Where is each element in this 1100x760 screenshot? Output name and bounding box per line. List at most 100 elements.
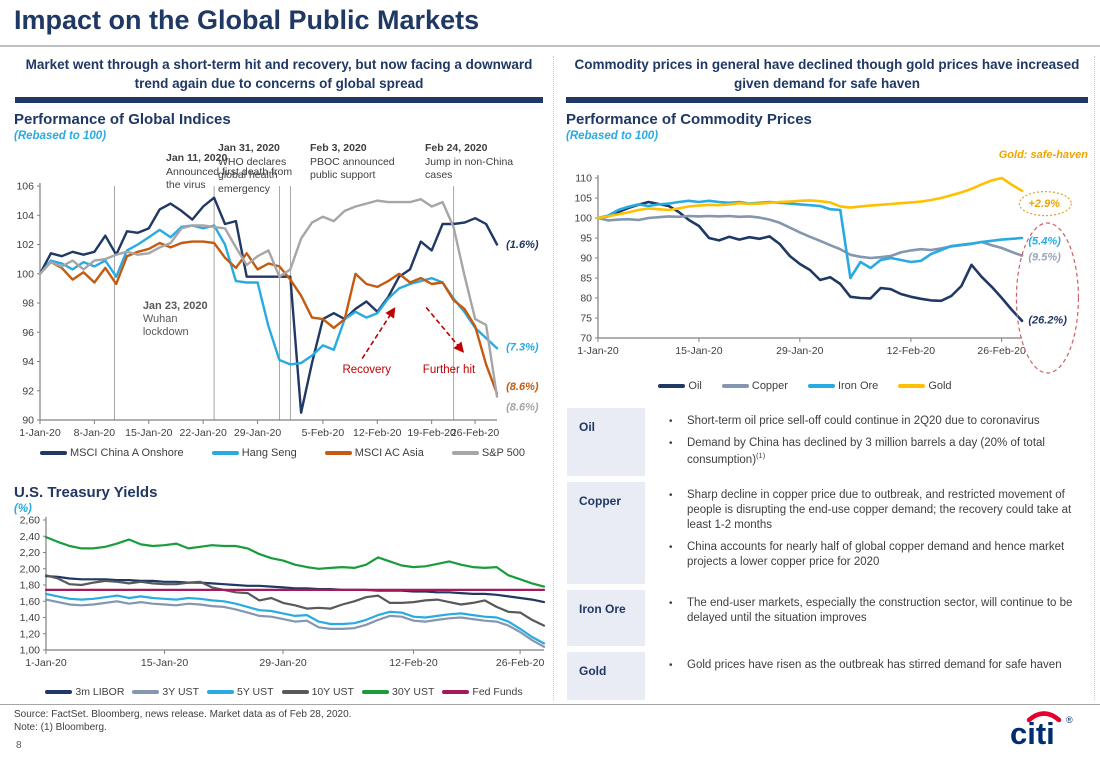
svg-text:102: 102 (16, 239, 34, 251)
commodity-table: Oil • Short-term oil price sell-off could … (567, 408, 1090, 706)
legend-swatch-icon (39, 451, 67, 455)
legend-item: S&P 500 (451, 447, 526, 459)
legend-swatch-icon (206, 690, 234, 694)
legend-label: Hang Seng (241, 447, 297, 459)
svg-text:26-Feb-20: 26-Feb-20 (496, 657, 545, 669)
legend-label: 30Y UST (391, 686, 435, 698)
footer-rule (0, 704, 1100, 705)
legend-label: 5Y UST (236, 686, 274, 698)
commodity-row-label: Copper (567, 482, 645, 584)
legend-label: Fed Funds (472, 686, 523, 698)
legend-item: 5Y UST (206, 686, 274, 698)
legend-label: S&P 500 (481, 447, 526, 459)
legend-label: 10Y UST (311, 686, 354, 698)
svg-text:2,20: 2,20 (20, 547, 41, 559)
bullet-text: The end-user markets, especially the con… (687, 597, 1073, 624)
legend-item: 3m LIBOR (45, 686, 124, 698)
treasury-chart-title: U.S. Treasury Yields (14, 484, 158, 501)
citi-logo-graphic: citi ® (1010, 711, 1073, 751)
svg-text:70: 70 (580, 333, 592, 345)
legend-swatch-icon (451, 451, 479, 455)
commodity-row-bullets: • Gold prices have risen as the outbreak … (645, 652, 1090, 700)
svg-text:+2.9%: +2.9% (1028, 198, 1060, 210)
citi-logo: citi ® (1004, 708, 1084, 759)
treasury-plot: 2,60 2,40 2,20 2,00 1,80 1,60 1,40 1,20 1,001-Ja… (20, 515, 546, 669)
legend-item: 3Y UST (132, 686, 199, 698)
svg-text:1-Jan-20: 1-Jan-20 (577, 345, 619, 357)
commodity-row-bullets: • The end-user markets, especially the co… (645, 590, 1090, 646)
commodity-row-copper: Copper • Sharp decline in copper price due… (567, 482, 1090, 584)
right-headline-bar (566, 97, 1088, 103)
svg-text:29-Jan-20: 29-Jan-20 (234, 427, 281, 439)
page-number: 8 (16, 740, 22, 751)
legend-swatch-icon (658, 384, 686, 388)
footer-source: Source: FactSet. Bloomberg, news release… (14, 709, 352, 720)
svg-text:1,40: 1,40 (20, 612, 41, 624)
citi-arc-icon (1026, 711, 1062, 723)
svg-text:(1.6%): (1.6%) (506, 239, 539, 251)
svg-text:1,80: 1,80 (20, 580, 41, 592)
bullet-item: • Short-term oil price sell-off could con… (669, 414, 1090, 429)
legend-swatch-icon (442, 690, 470, 694)
indices-legend: MSCI China A Onshore Hang Seng MSCI AC Asi… (10, 447, 555, 459)
svg-text:12-Feb-20: 12-Feb-20 (353, 427, 402, 439)
column-divider (553, 56, 554, 700)
svg-text:105: 105 (574, 193, 592, 205)
svg-text:1,00: 1,00 (20, 645, 41, 657)
bullet-text: Gold prices have risen as the outbreak h… (687, 659, 1062, 671)
global-indices-chart: 106 104 102 100 98 96 94 92 90 1-Jan-20 8-Jan-20 15… (10, 140, 555, 455)
legend-item: 30Y UST (361, 686, 435, 698)
indices-chart-title: Performance of Global Indices (14, 111, 231, 128)
left-headline: Market went through a short-term hit and… (25, 57, 533, 91)
svg-text:(5.4%): (5.4%) (1028, 235, 1061, 247)
bullet-item: • China accounts for nearly half of globa… (669, 540, 1090, 570)
commodity-row-label: Oil (567, 408, 645, 476)
legend-label: Gold (928, 380, 952, 392)
legend-swatch-icon (324, 451, 352, 455)
title-rule (0, 45, 1100, 47)
commodity-plot: 110 105 100 95 90 85 80 75 701-Jan-20 15-Jan-20 29… (574, 173, 1080, 374)
footer-note: Note: (1) Bloomberg. (14, 722, 107, 733)
indices-plot: 106 104 102 100 98 96 94 92 901-Jan-20 8-Jan-20 15… (16, 181, 539, 440)
svg-text:15-Jan-20: 15-Jan-20 (125, 427, 172, 439)
svg-text:2,00: 2,00 (20, 563, 41, 575)
svg-text:(7.3%): (7.3%) (506, 341, 539, 353)
bullet-text: Short-term oil price sell-off could cont… (687, 415, 1040, 427)
svg-text:22-Jan-20: 22-Jan-20 (180, 427, 227, 439)
svg-text:15-Jan-20: 15-Jan-20 (675, 345, 722, 357)
treasury-legend: 3m LIBOR 3Y UST 5Y UST 10Y UST 30Y UST Fed Fu… (10, 686, 558, 698)
commodity-chart-title: Performance of Commodity Prices (566, 111, 812, 128)
svg-text:15-Jan-20: 15-Jan-20 (141, 657, 188, 669)
svg-text:94: 94 (22, 356, 34, 368)
commodity-chart: 110 105 100 95 90 85 80 75 70 1-Jan-20 15-Jan-20 29… (570, 170, 1100, 378)
bullet-item: • Sharp decline in copper price due to ou… (669, 488, 1090, 533)
legend-swatch-icon (132, 690, 160, 694)
commodity-row-bullets: • Short-term oil price sell-off could con… (645, 408, 1090, 476)
svg-text:100: 100 (16, 268, 34, 280)
legend-item: Gold (898, 380, 952, 392)
event-annotation: Feb 3, 2020 PBOC announced public support (310, 142, 395, 182)
bullet-text: Demand by China has declined by 3 millio… (687, 436, 1045, 466)
svg-text:(9.5%): (9.5%) (1028, 251, 1061, 263)
commodity-row-iron-ore: Iron Ore • The end-user markets, especiall… (567, 590, 1090, 646)
svg-text:(26.2%): (26.2%) (1028, 315, 1067, 327)
svg-text:29-Jan-20: 29-Jan-20 (259, 657, 306, 669)
treasury-chart: 2,60 2,40 2,20 2,00 1,80 1,60 1,40 1,20 1,00 1-Ja… (10, 514, 558, 686)
svg-text:80: 80 (580, 293, 592, 305)
svg-text:92: 92 (22, 385, 34, 397)
svg-text:19-Feb-20: 19-Feb-20 (407, 427, 456, 439)
legend-item: Iron Ore (807, 380, 879, 392)
citi-registered-mark: ® (1066, 715, 1073, 725)
legend-label: MSCI AC Asia (354, 447, 424, 459)
legend-label: Iron Ore (837, 380, 879, 392)
svg-text:5-Feb-20: 5-Feb-20 (302, 427, 345, 439)
legend-item: 10Y UST (281, 686, 354, 698)
bullet-text: China accounts for nearly half of global… (687, 540, 1065, 568)
bullet-item: • The end-user markets, especially the co… (669, 596, 1090, 626)
legend-swatch-icon (211, 451, 239, 455)
svg-text:1,20: 1,20 (20, 628, 41, 640)
legend-swatch-icon (898, 384, 926, 388)
svg-text:Further hit: Further hit (423, 364, 476, 376)
